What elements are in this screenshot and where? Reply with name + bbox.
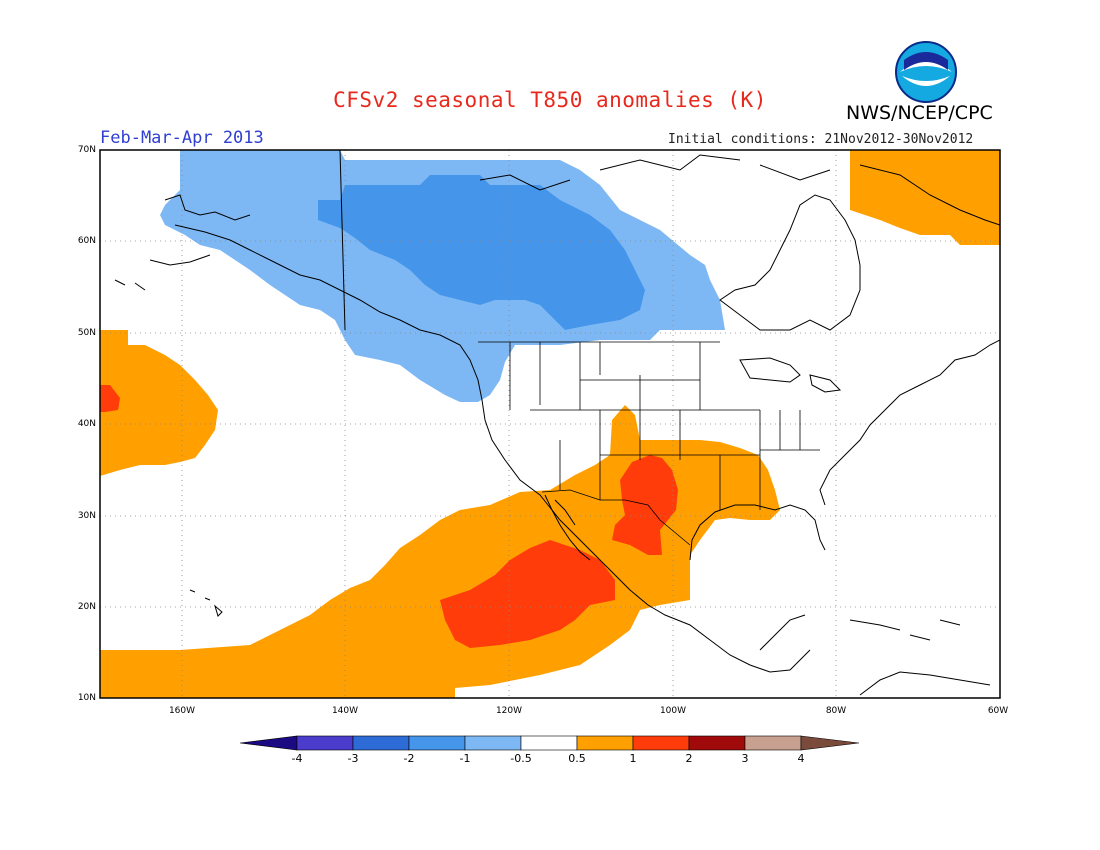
anomaly-region-positive-strong-texas (612, 455, 678, 555)
caribbean-islands (849, 619, 961, 641)
coastline-east (819, 339, 1000, 506)
colorbar-tick-label: 1 (629, 752, 637, 765)
coastline-baja (544, 494, 591, 561)
graticule (100, 150, 1000, 698)
colorbar-swatch (744, 735, 802, 751)
colorbar-swatch (352, 735, 410, 751)
noaa-logo (894, 40, 958, 104)
colorbar-swatch (464, 735, 522, 751)
anomaly-region-positive-south (100, 405, 780, 698)
lat-label: 20N (77, 602, 96, 612)
coastline-central-america (759, 614, 811, 671)
colorbar-tick-label: 0.5 (568, 752, 586, 765)
figure-title: CFSv2 seasonal T850 anomalies (K) (333, 88, 767, 112)
lat-label: 30N (77, 511, 96, 521)
lat-label: 50N (77, 328, 96, 338)
colorbar-swatch (408, 735, 466, 751)
colorbar-tick-label: -1 (459, 752, 471, 765)
colorbar-swatch (632, 735, 690, 751)
colorbar-swatch (520, 735, 578, 751)
colorbar-tick-label: -4 (291, 752, 303, 765)
colorbar-tick-label: 3 (741, 752, 749, 765)
lat-label: 10N (77, 693, 96, 703)
anomaly-region-negative-strong (318, 175, 645, 330)
anomaly-region-positive-pacific (100, 330, 218, 476)
noaa-logo-graphic (895, 41, 957, 103)
anomaly-fields (100, 150, 1000, 698)
map-frame (99, 149, 1001, 699)
lon-label: 60W (987, 706, 1009, 716)
lon-label: 140W (331, 706, 359, 716)
colorbar-end-high (800, 735, 860, 751)
initial-conditions-label: Initial conditions: 21Nov2012-30Nov2012 (668, 132, 974, 147)
colorbar-swatch (576, 735, 634, 751)
coastline-hudson (719, 194, 861, 331)
us-mexico-border (541, 489, 691, 546)
colorbar (239, 735, 860, 751)
colorbar-swatch (688, 735, 746, 751)
coastline-gulf (689, 504, 826, 561)
colorbar-tick-label: -0.5 (510, 752, 532, 765)
coastline-greenland (859, 164, 1000, 226)
coastline-alaska (114, 150, 441, 336)
lat-label: 60N (77, 236, 96, 246)
lat-label: 40N (77, 419, 96, 429)
coastline-arctic (479, 154, 831, 191)
colorbar-tick-label: 4 (797, 752, 805, 765)
coastline-west (439, 334, 791, 673)
anomaly-region-positive-pacific-core (100, 385, 120, 412)
colorbar-tick-label: -2 (403, 752, 415, 765)
coastline-south-america (859, 671, 991, 696)
lon-label: 120W (495, 706, 523, 716)
colorbar-tick-label: 2 (685, 752, 693, 765)
political-boundaries (478, 341, 820, 546)
anomaly-region-positive-strong (440, 540, 615, 648)
coastlines (114, 150, 1000, 696)
great-lakes (739, 357, 842, 393)
colorbar-swatch (296, 735, 354, 751)
colorbar-tick-label: -3 (347, 752, 359, 765)
agency-label: NWS/NCEP/CPC (846, 102, 993, 124)
lat-label: 70N (77, 145, 96, 155)
state-lines (509, 342, 820, 510)
lon-label: 80W (825, 706, 847, 716)
season-label: Feb-Mar-Apr 2013 (100, 128, 264, 148)
lon-label: 100W (659, 706, 687, 716)
anomaly-region-positive-northeast (850, 150, 1000, 245)
lon-label: 160W (168, 706, 196, 716)
colorbar-end-low (239, 735, 298, 751)
hawaii-islands (189, 589, 223, 617)
